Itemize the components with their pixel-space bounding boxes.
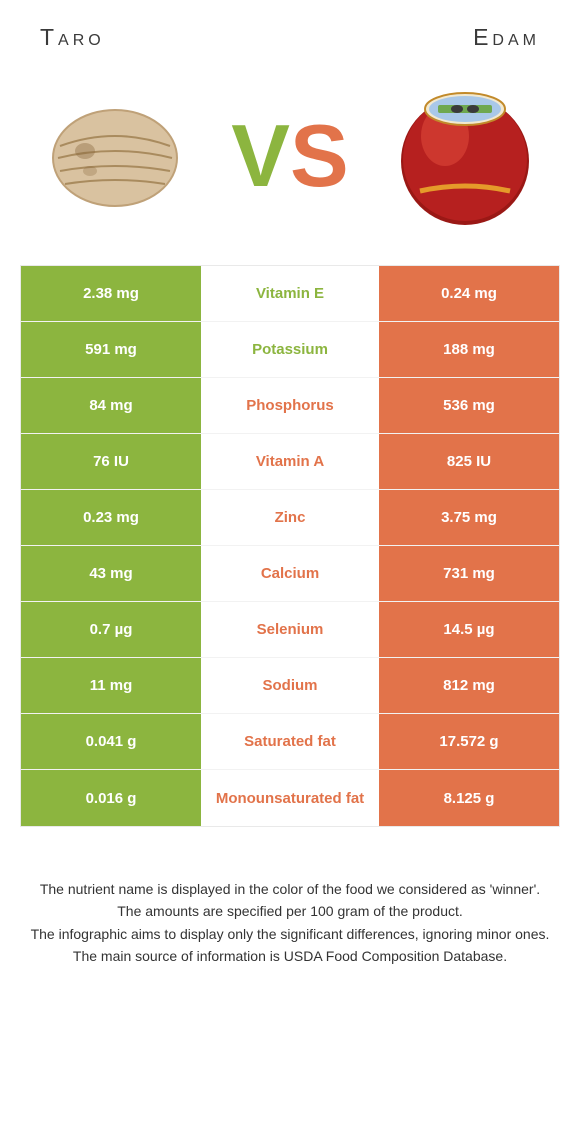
left-value: 0.23 mg xyxy=(21,490,201,545)
table-row: 0.7 µgSelenium14.5 µg xyxy=(21,602,559,658)
nutrient-name: Vitamin A xyxy=(201,434,379,489)
right-value: 731 mg xyxy=(379,546,559,601)
left-value: 76 IU xyxy=(21,434,201,489)
nutrient-name: Sodium xyxy=(201,658,379,713)
left-value: 0.016 g xyxy=(21,770,201,826)
nutrient-name: Phosphorus xyxy=(201,378,379,433)
table-row: 43 mgCalcium731 mg xyxy=(21,546,559,602)
left-food-title: Taro xyxy=(40,24,105,51)
right-value: 14.5 µg xyxy=(379,602,559,657)
right-value: 536 mg xyxy=(379,378,559,433)
left-value: 2.38 mg xyxy=(21,266,201,321)
table-row: 0.016 gMonounsaturated fat8.125 g xyxy=(21,770,559,826)
table-row: 76 IUVitamin A825 IU xyxy=(21,434,559,490)
vs-label: VS xyxy=(231,112,348,200)
nutrient-name: Vitamin E xyxy=(201,266,379,321)
nutrient-name: Zinc xyxy=(201,490,379,545)
nutrient-name: Monounsaturated fat xyxy=(201,770,379,826)
vs-v: V xyxy=(231,112,290,200)
footnote-line: The amounts are specified per 100 gram o… xyxy=(30,901,550,921)
right-value: 0.24 mg xyxy=(379,266,559,321)
right-value: 8.125 g xyxy=(379,770,559,826)
taro-image xyxy=(40,81,190,231)
vs-s: S xyxy=(290,112,349,200)
left-value: 591 mg xyxy=(21,322,201,377)
table-row: 11 mgSodium812 mg xyxy=(21,658,559,714)
table-row: 2.38 mgVitamin E0.24 mg xyxy=(21,266,559,322)
header: Taro Edam xyxy=(0,0,580,59)
right-value: 3.75 mg xyxy=(379,490,559,545)
comparison-table: 2.38 mgVitamin E0.24 mg591 mgPotassium18… xyxy=(20,265,560,827)
right-value: 17.572 g xyxy=(379,714,559,769)
nutrient-name: Saturated fat xyxy=(201,714,379,769)
footnote-line: The nutrient name is displayed in the co… xyxy=(30,879,550,899)
right-food-title: Edam xyxy=(473,24,540,51)
left-value: 0.041 g xyxy=(21,714,201,769)
images-row: VS xyxy=(0,59,580,265)
footnotes: The nutrient name is displayed in the co… xyxy=(0,827,580,966)
table-row: 0.23 mgZinc3.75 mg xyxy=(21,490,559,546)
footnote-line: The infographic aims to display only the… xyxy=(30,924,550,944)
nutrient-name: Potassium xyxy=(201,322,379,377)
table-row: 84 mgPhosphorus536 mg xyxy=(21,378,559,434)
nutrient-name: Selenium xyxy=(201,602,379,657)
right-value: 825 IU xyxy=(379,434,559,489)
left-value: 11 mg xyxy=(21,658,201,713)
right-value: 188 mg xyxy=(379,322,559,377)
table-row: 0.041 gSaturated fat17.572 g xyxy=(21,714,559,770)
table-row: 591 mgPotassium188 mg xyxy=(21,322,559,378)
right-value: 812 mg xyxy=(379,658,559,713)
infographic: Taro Edam VS xyxy=(0,0,580,966)
nutrient-name: Calcium xyxy=(201,546,379,601)
footnote-line: The main source of information is USDA F… xyxy=(30,946,550,966)
left-value: 84 mg xyxy=(21,378,201,433)
taro-icon xyxy=(40,96,190,216)
edam-image xyxy=(390,81,540,231)
edam-icon xyxy=(390,81,540,231)
left-value: 43 mg xyxy=(21,546,201,601)
left-value: 0.7 µg xyxy=(21,602,201,657)
